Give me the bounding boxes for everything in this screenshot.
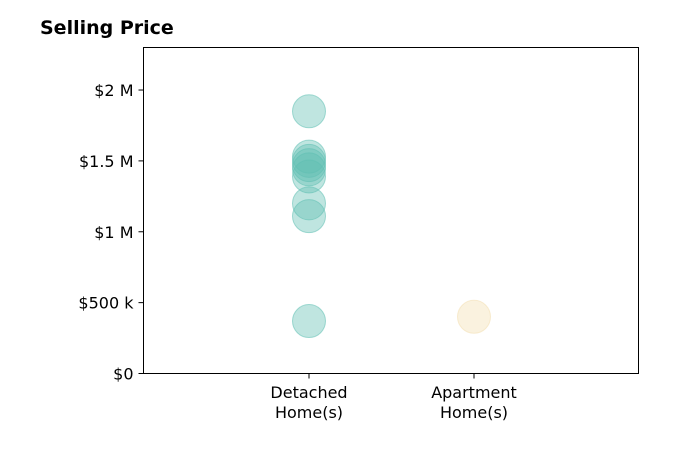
data-point: [292, 186, 326, 221]
y-tick-label: $2 M: [94, 81, 133, 100]
chart-title: Selling Price: [40, 17, 174, 39]
y-tick-label: $500 k: [78, 294, 134, 313]
x-tick-label: Apartment: [431, 383, 517, 402]
data-point: [292, 143, 326, 178]
data-point: [292, 152, 326, 187]
y-axis: $0 $500 k $1 M $1.5 M $2 M: [78, 81, 144, 384]
y-tick-label: $0: [113, 365, 133, 384]
data-point: [457, 299, 491, 334]
data-point: [292, 304, 326, 339]
data-point: [292, 148, 326, 183]
plot-frame: [143, 47, 639, 374]
y-tick-label: $1 M: [94, 223, 133, 242]
data-point: [292, 159, 326, 194]
x-tick-label: Home(s): [440, 403, 508, 422]
data-points: [292, 94, 491, 339]
y-tick-label: $1.5 M: [79, 152, 134, 171]
x-tick-label: Detached: [270, 383, 347, 402]
x-tick-label: Home(s): [275, 403, 343, 422]
data-point: [292, 199, 326, 234]
data-point: [292, 94, 326, 129]
data-point: [292, 139, 326, 174]
